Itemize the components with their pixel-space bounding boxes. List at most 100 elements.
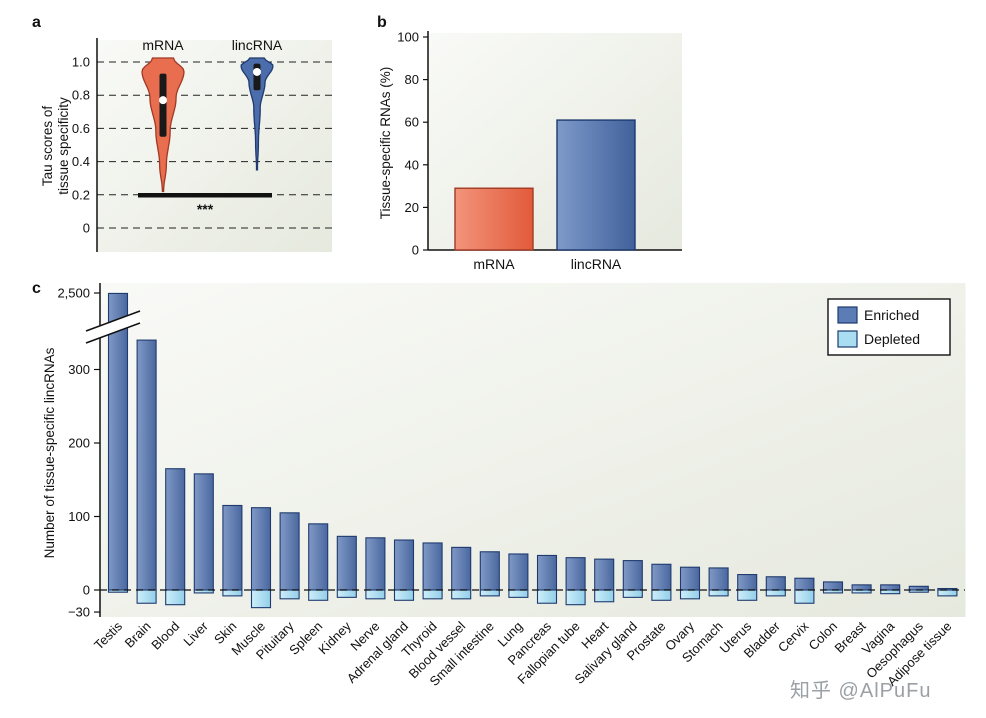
depleted-bar-Stomach (708, 589, 729, 597)
bar-lincRNA (556, 119, 636, 251)
depleted-bar-Liver (193, 589, 214, 594)
depleted-bar-Skin (222, 589, 243, 597)
enriched-bar-Muscle (250, 507, 272, 591)
tissue-label-liver: Liver (180, 618, 211, 649)
enriched-bar-Stomach (708, 567, 729, 591)
legend-swatch-enriched (837, 306, 858, 324)
violin-box-mRNA (159, 73, 167, 137)
ytick-label: 0.4 (72, 154, 90, 169)
depleted-bar-Brain (136, 589, 157, 604)
violin-box-lincRNA (253, 63, 261, 91)
tissue-label-brain: Brain (122, 619, 154, 651)
ytick-label: 20 (405, 200, 419, 215)
axis-break-slash-bottom (85, 322, 141, 344)
legend-label-enriched: Enriched (864, 307, 919, 323)
ytick-label: 0.8 (72, 88, 90, 103)
enriched-bar-Skin (222, 504, 243, 591)
tissue-label-blood: Blood (148, 619, 182, 653)
depleted-bar-Kidney (336, 589, 357, 598)
depleted-bar-Blood vessel (451, 589, 472, 600)
panel-a-svg: 0 0.2 0.4 0.6 0.8 1.0 mRNA lincRNA *** Tau scores… (40, 37, 332, 252)
significance-bar (138, 193, 272, 198)
enriched-bar-Pancreas (536, 554, 558, 591)
depleted-bar-Bladder (765, 589, 786, 597)
ytick-label: 0 (412, 243, 419, 258)
enriched-bar-Kidney (336, 535, 357, 591)
depleted-bar-Muscle (250, 589, 272, 609)
enriched-bar-Blood (165, 468, 186, 591)
enriched-bar-Small intestine (479, 551, 500, 591)
depleted-bar-Nerve (365, 589, 386, 600)
enriched-bar-Prostate (651, 563, 672, 591)
xtick-label-lincRNA: lincRNA (571, 256, 622, 272)
depleted-bar-Pancreas (536, 589, 558, 604)
significance-stars: *** (197, 201, 214, 217)
panel-c-ylabel: Number of tissue-specific lincRNAs (42, 347, 57, 558)
tissue-label-kidney: Kidney (315, 618, 354, 657)
ytick-label: 200 (68, 436, 90, 451)
enriched-bar-Cervix (794, 577, 815, 591)
depleted-bar-Adipose tissue (937, 589, 958, 597)
ytick-label: 300 (68, 362, 90, 377)
xtick-label-mRNA: mRNA (473, 256, 515, 272)
depleted-bar-Pituitary (279, 589, 300, 600)
panel-a-ylabel-line2: tissue specificity (56, 97, 71, 195)
tissue-label-testis: Testis (91, 618, 125, 652)
bar-mRNA (454, 187, 534, 251)
enriched-bar-Fallopian tube (565, 557, 586, 591)
enriched-bar-Testis (107, 292, 129, 591)
watermark: 知乎 @AlPuFu (790, 680, 932, 702)
legend-label-depleted: Depleted (864, 331, 920, 347)
enriched-bar-Liver (193, 473, 214, 591)
panel-a-plot-bg (97, 40, 332, 252)
ytick-label: 100 (68, 509, 90, 524)
panel-a-letter: a (32, 14, 41, 31)
ytick-label: 100 (397, 30, 419, 45)
depleted-bar-Adrenal gland (393, 589, 415, 601)
panel-b-ylabel: Tissue-specific RNAs (%) (378, 67, 393, 220)
axis-break-slash-top (85, 310, 141, 332)
enriched-bar-Bladder (765, 576, 786, 591)
ytick-label: 2,500 (57, 286, 90, 301)
depleted-bar-Fallopian tube (565, 589, 586, 606)
ytick-label: 40 (405, 157, 419, 172)
enriched-bar-Pituitary (279, 512, 300, 591)
enriched-bar-Breast (851, 584, 872, 591)
panel-a-ylabel-line1: Tau scores of (40, 106, 55, 187)
depleted-bar-Blood (165, 589, 186, 606)
enriched-bar-Heart (594, 558, 615, 591)
depleted-bar-Vagina (880, 589, 901, 595)
violin-median-lincRNA (253, 67, 261, 76)
enriched-bar-Uterus (737, 574, 758, 591)
depleted-bar-Heart (594, 589, 615, 603)
enriched-bar-Nerve (365, 537, 386, 591)
axis-break-gap (84, 311, 142, 343)
enriched-bar-Ovary (679, 566, 701, 591)
enriched-bar-Brain (136, 339, 157, 591)
depleted-bar-Cervix (794, 589, 815, 604)
violin-title-lincRNA: lincRNA (232, 37, 283, 53)
depleted-bar-Thyroid (422, 589, 443, 600)
depleted-bar-Prostate (651, 589, 672, 601)
depleted-bar-Ovary (679, 589, 701, 600)
ytick-label: 0 (83, 221, 90, 236)
panel-c-plot-bg (100, 283, 966, 617)
enriched-bar-Spleen (308, 523, 329, 591)
ytick-label: 80 (405, 72, 419, 87)
enriched-bar-Vagina (880, 584, 901, 591)
panel-b-letter: b (377, 14, 387, 31)
enriched-bar-Adrenal gland (393, 539, 415, 591)
ytick-label: 60 (405, 115, 419, 130)
violin-lincRNA (240, 57, 274, 171)
enriched-bar-Colon (822, 581, 844, 591)
ytick-label: −30 (68, 605, 90, 620)
tissue-label-cervix: Cervix (775, 618, 812, 655)
violin-median-mRNA (159, 96, 167, 105)
depleted-bar-Uterus (737, 589, 758, 601)
depleted-bar-Salivary gland (622, 589, 643, 598)
panel-b-svg: 0 20 40 60 80 100 mRNA lincRNA Tissue-specific R… (378, 30, 682, 272)
violin-title-mRNA: mRNA (142, 37, 184, 53)
depleted-bar-Spleen (308, 589, 329, 601)
